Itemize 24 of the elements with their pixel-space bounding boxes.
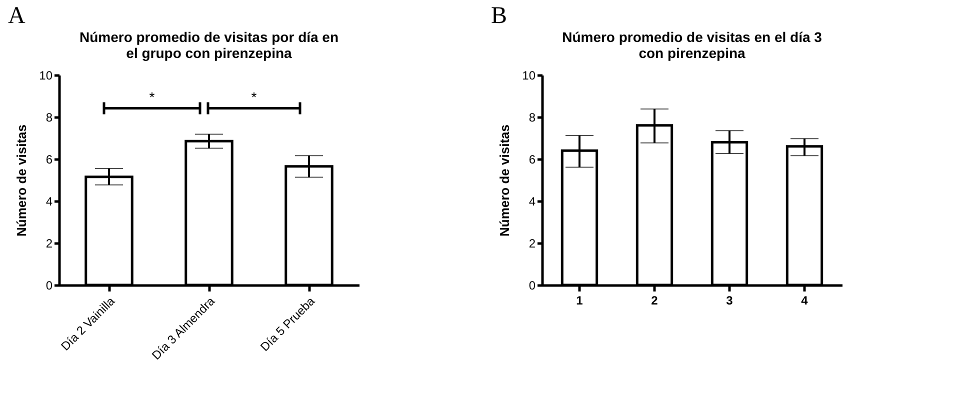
text: A	[8, 2, 26, 30]
x-tick-label: 2	[651, 294, 658, 308]
y-tick-label: 6	[528, 152, 536, 166]
text: B	[491, 2, 508, 30]
y-tick-label: 8	[528, 110, 536, 124]
y-tick-label: 0	[528, 278, 536, 292]
y-tick-label: 8	[46, 110, 53, 124]
y-tick-label: 0	[46, 278, 53, 292]
annotation: *	[149, 89, 156, 106]
y-tick-label: 6	[46, 152, 53, 166]
y-tick-label: 2	[528, 236, 536, 250]
y-tick-label: 4	[46, 194, 53, 208]
y-tick-label: 10	[522, 68, 536, 82]
y-tick-label: 4	[528, 194, 536, 208]
chart-title: Número promedio de visitas en el día 3 con pirenzepina	[562, 29, 822, 61]
y-axis-title: Número de visitas	[14, 124, 30, 236]
y-tick-label: 2	[46, 236, 53, 250]
y-axis-title: Número de visitas	[497, 124, 512, 236]
annotation: *	[251, 89, 258, 106]
x-tick-label: 4	[801, 294, 808, 308]
chart-title: Número promedio de visitas por día en el grupo con pirenzepina	[79, 29, 339, 61]
x-tick-label: 1	[576, 294, 584, 308]
x-tick-label: 3	[726, 294, 734, 308]
y-tick-label: 10	[39, 68, 53, 82]
